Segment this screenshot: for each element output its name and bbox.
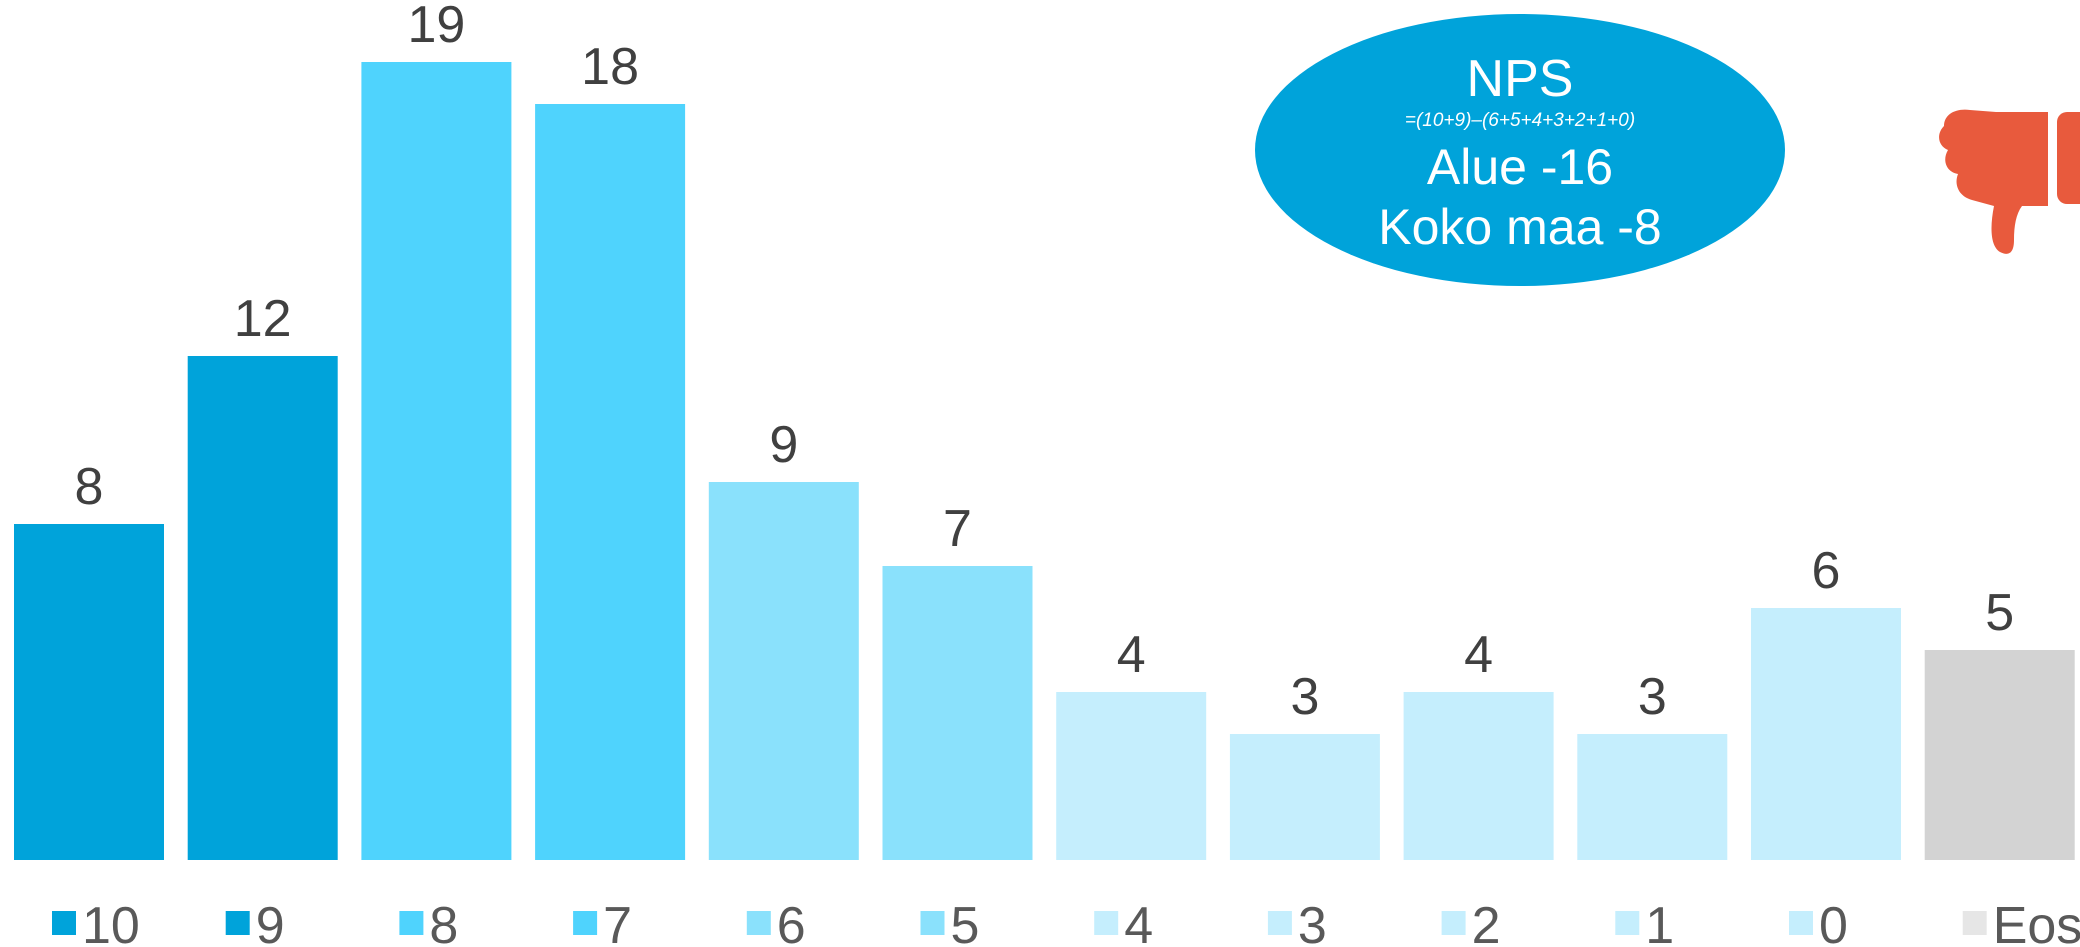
bar-8 [361, 62, 512, 860]
bar-5 [882, 566, 1033, 860]
legend-swatch-7 [573, 911, 598, 935]
data-label-7: 18 [581, 38, 639, 96]
data-label-4: 4 [1117, 626, 1146, 684]
legend-label-2: 2 [1472, 897, 1501, 947]
bar-0 [1751, 608, 1901, 860]
legend-label-8: 8 [429, 897, 458, 947]
data-label-3: 3 [1290, 668, 1319, 726]
data-label-1: 3 [1638, 668, 1667, 726]
bar-9 [187, 356, 338, 860]
legend-label-9: 9 [256, 897, 285, 947]
data-label-8: 19 [407, 0, 465, 54]
data-label-10: 8 [75, 458, 104, 516]
bar-7 [535, 104, 686, 860]
legend-label-0: 0 [1819, 897, 1848, 947]
data-label-6: 9 [769, 416, 798, 474]
bar-eos [1924, 650, 2075, 860]
legend: 10 9 8 7 6 5 4 3 2 1 0 Eos [52, 897, 2080, 947]
data-label-9: 12 [234, 290, 292, 348]
legend-swatch-1 [1615, 911, 1640, 935]
legend-swatch-4 [1094, 911, 1119, 935]
legend-label-6: 6 [777, 897, 806, 947]
bar-2 [1403, 692, 1554, 860]
legend-label-7: 7 [603, 897, 632, 947]
legend-swatch-5 [920, 911, 945, 935]
nps-koko-maa: Koko maa -8 [1378, 199, 1661, 255]
legend-swatch-2 [1441, 911, 1466, 935]
legend-label-4: 4 [1124, 897, 1153, 947]
legend-swatch-10 [52, 911, 76, 935]
bar-1 [1577, 734, 1728, 860]
legend-label-3: 3 [1298, 897, 1327, 947]
data-label-2: 4 [1464, 626, 1493, 684]
bar-10 [14, 524, 164, 860]
legend-swatch-0 [1789, 911, 1813, 935]
legend-swatch-8 [399, 911, 424, 935]
legend-swatch-eos [1962, 911, 1987, 935]
bar-6 [708, 482, 859, 860]
thumbs-down-icon [1939, 109, 2080, 254]
bar-4 [1056, 692, 1207, 860]
nps-box: NPS =(10+9)–(6+5+4+3+2+1+0) Alue -16 Kok… [1255, 14, 1785, 286]
bar-3 [1229, 734, 1380, 860]
data-label-5: 7 [943, 500, 972, 558]
legend-swatch-9 [225, 911, 250, 935]
nps-ellipse [1255, 14, 1785, 286]
data-label-0: 6 [1812, 542, 1841, 600]
legend-label-5: 5 [951, 897, 980, 947]
bars [14, 62, 2075, 860]
nps-title: NPS [1467, 50, 1574, 108]
nps-alue: Alue -16 [1427, 139, 1613, 195]
legend-label-1: 1 [1645, 897, 1674, 947]
data-label-eos: 5 [1985, 584, 2014, 642]
legend-label-10: 10 [82, 897, 140, 947]
data-labels: 8 12 19 18 9 7 4 3 4 3 6 5 [75, 0, 2015, 726]
nps-formula: =(10+9)–(6+5+4+3+2+1+0) [1405, 110, 1635, 131]
legend-swatch-3 [1267, 911, 1292, 935]
legend-swatch-6 [746, 911, 771, 935]
legend-label-eos: Eos [1993, 897, 2080, 947]
